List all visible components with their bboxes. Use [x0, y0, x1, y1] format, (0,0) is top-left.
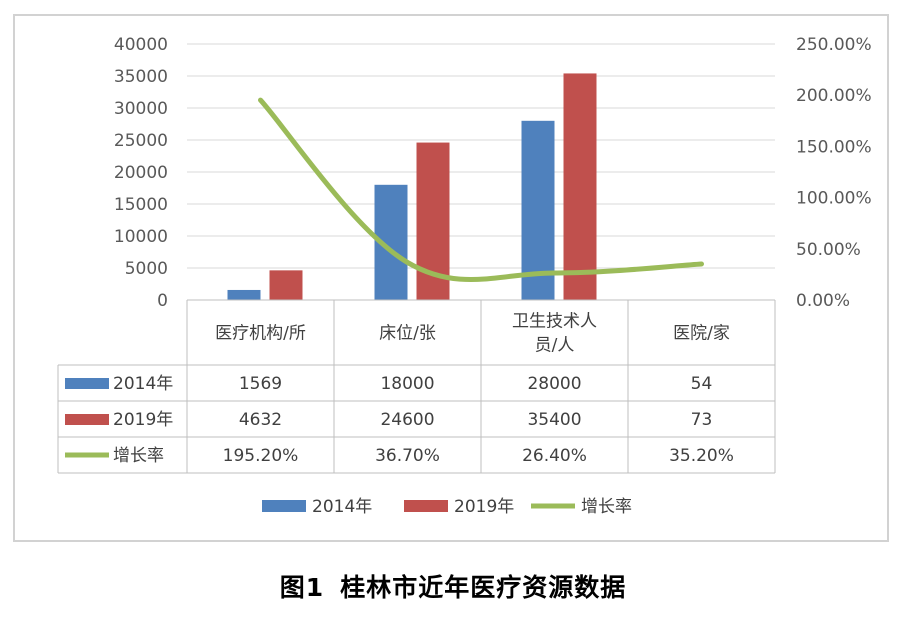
bar	[563, 73, 597, 300]
table-cell-value: 54	[691, 374, 713, 394]
table-cell-value: 18000	[380, 374, 434, 394]
table-cell-value: 4632	[239, 410, 282, 430]
legend-label: 2014年	[312, 497, 372, 517]
category-label: 员/人	[535, 336, 575, 356]
category-label: 医院/家	[673, 324, 730, 344]
category-label: 床位/张	[379, 324, 436, 344]
category-label: 卫生技术人	[512, 312, 597, 332]
table-cell-value: 28000	[527, 374, 581, 394]
bar	[269, 270, 303, 300]
table-cell-value: 24600	[380, 410, 434, 430]
series-name: 2019年	[113, 410, 173, 430]
y-left-tick-label: 10000	[114, 227, 168, 247]
y-left-tick-label: 25000	[114, 131, 168, 151]
y-left-tick-label: 30000	[114, 99, 168, 119]
category-label: 医疗机构/所	[215, 324, 306, 344]
series-name: 增长率	[113, 446, 164, 466]
y-left-tick-label: 15000	[114, 195, 168, 215]
legend-key	[404, 500, 448, 512]
table-legend-key	[65, 378, 109, 389]
table-legend-key	[65, 414, 109, 425]
legend-key	[262, 500, 306, 512]
y-right-tick-label: 50.00%	[796, 240, 861, 260]
figure-caption: 图1 桂林市近年医疗资源数据	[0, 568, 906, 604]
series-name: 2014年	[113, 374, 173, 394]
figure-label: 图1	[279, 573, 325, 602]
table-cell-value: 195.20%	[223, 446, 299, 466]
y-right-tick-label: 100.00%	[796, 189, 872, 209]
bar	[521, 120, 555, 300]
legend-label: 2019年	[454, 497, 514, 517]
growth-rate-line	[258, 97, 704, 282]
figure-title: 桂林市近年医疗资源数据	[340, 573, 627, 602]
table-cell-value: 73	[691, 410, 713, 430]
y-right-tick-label: 200.00%	[796, 86, 872, 106]
table-cell-value: 35.20%	[669, 446, 734, 466]
table-cell-value: 1569	[239, 374, 282, 394]
legend-label: 增长率	[581, 497, 632, 517]
bar	[227, 289, 261, 300]
table-cell-value: 35400	[527, 410, 581, 430]
y-left-tick-label: 40000	[114, 35, 168, 55]
y-right-tick-label: 0.00%	[796, 291, 850, 311]
y-left-tick-label: 20000	[114, 163, 168, 183]
table-cell-value: 26.40%	[522, 446, 587, 466]
y-left-tick-label: 35000	[114, 67, 168, 87]
y-left-tick-label: 5000	[125, 259, 168, 279]
y-right-tick-label: 150.00%	[796, 137, 872, 157]
y-right-tick-label: 250.00%	[796, 35, 872, 55]
y-left-tick-label: 0	[157, 291, 168, 311]
table-cell-value: 36.70%	[375, 446, 440, 466]
